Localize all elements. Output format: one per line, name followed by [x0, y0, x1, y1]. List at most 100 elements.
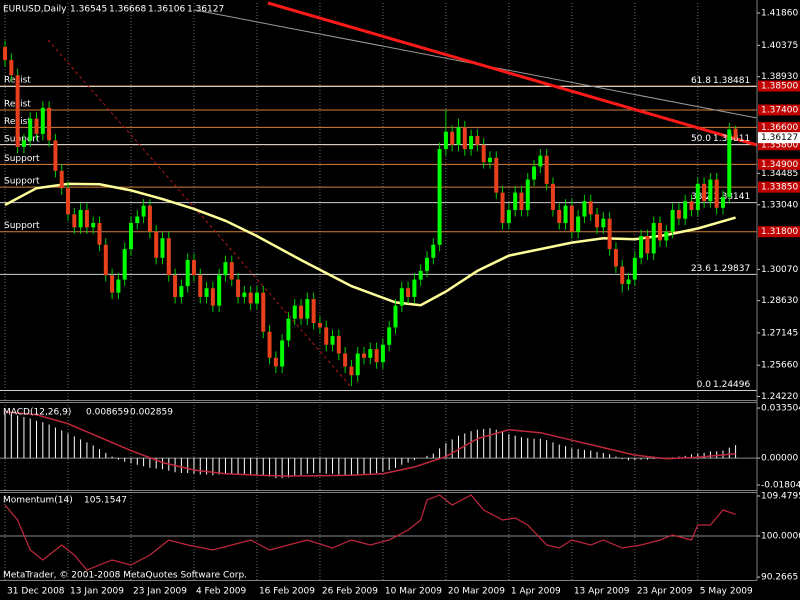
candle-body	[695, 183, 700, 210]
candle-body	[676, 209, 681, 219]
candle-body	[456, 127, 461, 145]
macd-signal	[4, 411, 736, 477]
trend-line	[267, 1, 758, 147]
candle-body	[110, 275, 115, 293]
candle-body	[223, 262, 228, 276]
x-tick-label: 23 Jan 2009	[133, 587, 187, 597]
candle-body	[582, 201, 587, 217]
candle-body	[550, 183, 555, 210]
candle-body	[317, 323, 322, 328]
level-box-label: 1.33850	[761, 183, 798, 193]
candle-body	[588, 201, 593, 215]
candle-body	[185, 259, 190, 287]
current-price-box	[758, 132, 800, 144]
candle-body	[406, 288, 411, 297]
level-box-label: 1.38500	[761, 82, 798, 92]
candle-body	[368, 349, 373, 358]
y-tick-label: 0.033504	[761, 404, 800, 414]
candle-body	[343, 353, 348, 367]
current-price: 1.36127	[761, 133, 798, 143]
candle-body	[437, 149, 442, 245]
level-name: Support	[4, 177, 40, 187]
candle-body	[639, 236, 644, 258]
level-box	[758, 226, 800, 238]
candle-body	[525, 179, 530, 210]
y-tick-label: 100.0000	[761, 532, 800, 542]
drawing-layer	[47, 1, 758, 389]
candle-body	[651, 223, 656, 254]
candle-body	[443, 131, 448, 150]
candle-body	[513, 192, 518, 210]
candle-body	[324, 327, 329, 345]
candle-body	[702, 183, 707, 202]
candle-body	[689, 201, 694, 210]
candle-body	[248, 292, 253, 304]
candle-body	[116, 279, 121, 293]
candle-body	[53, 140, 58, 171]
candle-body	[84, 209, 89, 228]
candle-body	[506, 209, 511, 224]
candle-body	[273, 357, 278, 367]
candle-body	[15, 75, 20, 147]
level-box-label: 1.34900	[761, 160, 798, 170]
candle-body	[261, 292, 266, 332]
candle-body	[210, 288, 215, 306]
candle-body	[28, 118, 33, 141]
x-tick-label: 13 Apr 2009	[574, 587, 630, 597]
x-tick-label: 5 May 2009	[700, 587, 753, 597]
candle-body	[286, 318, 291, 341]
candle-body	[412, 279, 417, 297]
candle-body	[135, 216, 140, 224]
x-tick-label: 23 Apr 2009	[637, 587, 693, 597]
y-tick-label: 109.4795	[761, 492, 800, 502]
candle-body	[387, 327, 392, 345]
candle-body	[462, 127, 467, 150]
candle-body	[475, 136, 480, 145]
candle-body	[198, 275, 203, 297]
candle-body	[494, 157, 499, 193]
candle-body	[424, 257, 429, 271]
candle-body	[3, 46, 8, 60]
candle-body	[683, 201, 688, 219]
candle-body	[519, 192, 524, 210]
candle-body	[21, 140, 26, 147]
candle-body	[374, 349, 379, 363]
candle-body	[78, 209, 83, 228]
candle-body	[173, 275, 178, 297]
chart-title: EURUSD,Daily	[3, 5, 67, 15]
candle-body	[236, 279, 241, 297]
candle-body	[305, 299, 310, 319]
candle-body	[122, 249, 127, 280]
trend-line	[47, 39, 353, 389]
candle-body	[607, 218, 612, 250]
candle-body	[280, 340, 285, 367]
copyright: MetaTrader, © 2001-2008 MetaQuotes Softw…	[3, 571, 247, 581]
candle-body	[500, 192, 505, 224]
candle-body	[469, 136, 474, 150]
candle-body	[147, 205, 152, 232]
candle-body	[141, 205, 146, 217]
candle-body	[393, 305, 398, 328]
x-tick-label: 4 Feb 2009	[196, 587, 247, 597]
y-tick-label: 1.33040	[761, 200, 798, 210]
fib-value: 1.29837	[713, 264, 750, 274]
grid-layer	[0, 3, 757, 580]
candle-body	[626, 279, 631, 284]
fib-label: 50.0	[691, 134, 711, 144]
candle-body	[355, 353, 360, 376]
candle-body	[380, 344, 385, 363]
level-name: Support	[4, 221, 40, 231]
macd-signal-value: 0.002859	[130, 408, 173, 418]
x-tick-label: 16 Feb 2009	[259, 587, 315, 597]
candle-body	[563, 205, 568, 224]
candle-body	[708, 179, 713, 202]
candle-body	[645, 236, 650, 254]
y-tick-label: 90.2665	[761, 573, 798, 583]
candle-body	[91, 223, 96, 228]
y-tick-label: 1.41860	[761, 9, 798, 19]
y-tick-label: 1.40375	[761, 41, 798, 51]
candle-body	[9, 59, 14, 76]
candle-body	[299, 305, 304, 319]
candle-body	[128, 223, 133, 250]
